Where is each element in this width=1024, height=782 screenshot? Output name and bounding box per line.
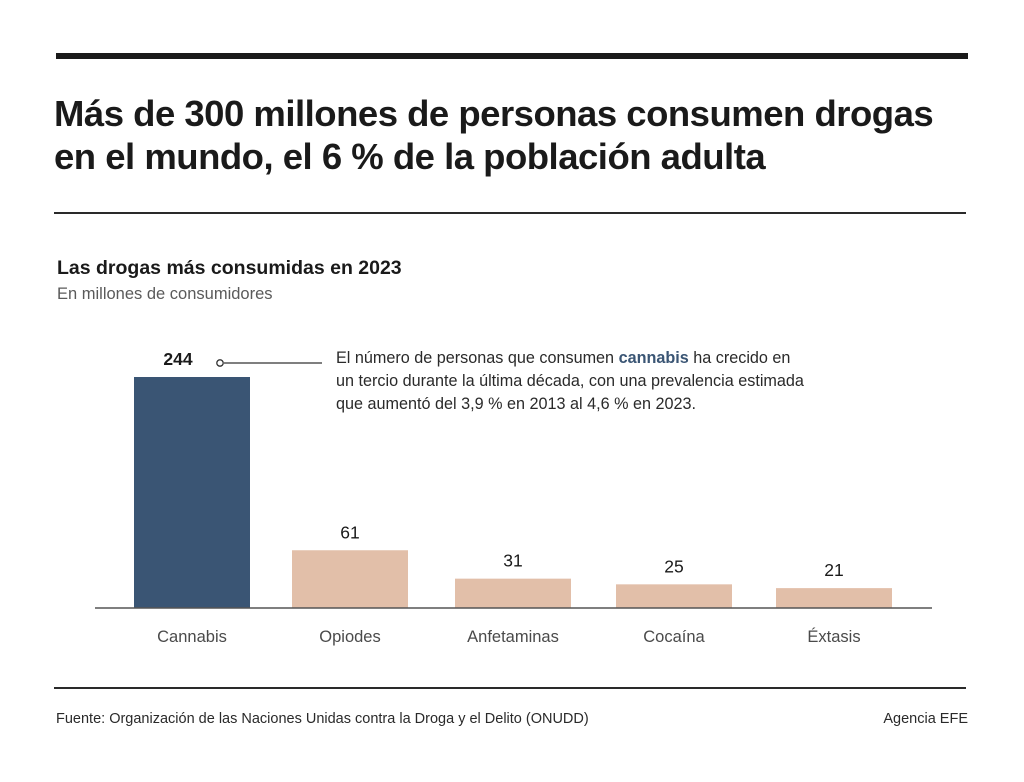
annotation-text-before: El número de personas que consumen xyxy=(336,349,619,367)
value-label-0: 244 xyxy=(163,349,192,369)
annotation-highlight: cannabis xyxy=(618,349,689,367)
chart-title: Las drogas más consumidas en 2023 xyxy=(57,257,402,279)
bar-2 xyxy=(455,578,571,608)
headline-line-2: en el mundo, el 6 % de la población adul… xyxy=(54,136,766,177)
category-label-4: Éxtasis xyxy=(807,627,860,646)
top-rule xyxy=(56,53,968,59)
annotation-text-after: ha crecido en un tercio durante la últim… xyxy=(336,349,804,413)
bar-4 xyxy=(776,588,892,608)
category-label-2: Anfetaminas xyxy=(467,628,559,646)
value-label-3: 25 xyxy=(664,556,683,576)
annotation-marker xyxy=(216,359,224,367)
value-label-4: 21 xyxy=(824,560,843,580)
category-label-0: Cannabis xyxy=(157,628,227,646)
category-label-3: Cocaína xyxy=(643,628,705,646)
bar-1 xyxy=(292,550,408,608)
value-label-1: 61 xyxy=(340,522,359,542)
credit: Agencia EFE xyxy=(883,711,968,727)
source-note: Fuente: Organización de las Naciones Uni… xyxy=(56,711,589,727)
headline-line-1: Más de 300 millones de personas consumen… xyxy=(54,93,934,134)
bar-3 xyxy=(616,584,732,608)
cannabis-annotation: El número de personas que consumen canna… xyxy=(336,347,806,416)
divider-bottom xyxy=(54,687,966,689)
chart-subtitle: En millones de consumidores xyxy=(57,285,273,303)
headline: Más de 300 millones de personas consumen… xyxy=(54,92,974,178)
category-label-1: Opiodes xyxy=(319,628,380,646)
divider-top xyxy=(54,212,966,214)
value-label-2: 31 xyxy=(503,551,522,571)
bar-0 xyxy=(134,377,250,608)
